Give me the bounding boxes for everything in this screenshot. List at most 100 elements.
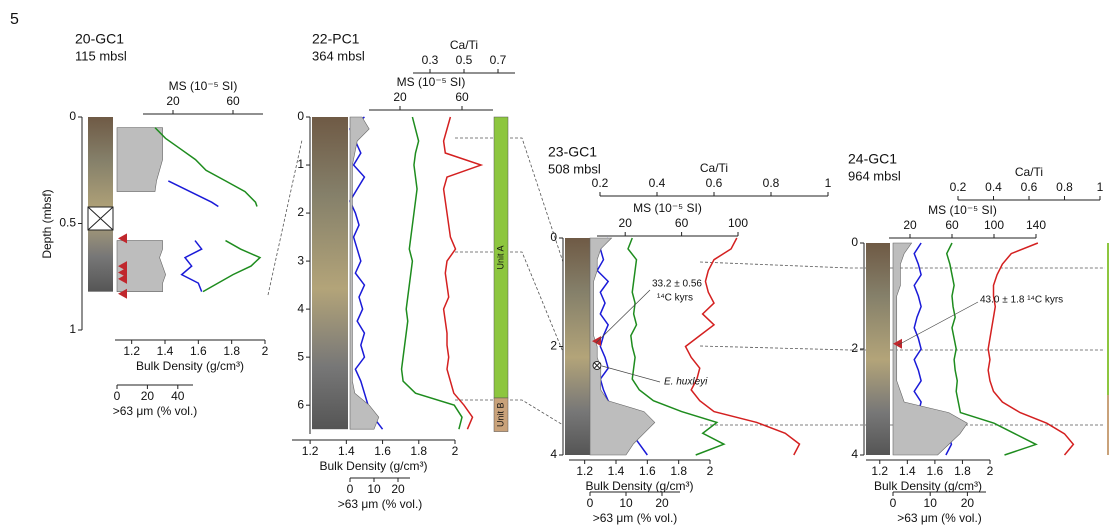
depth-tick-label: 3 (297, 253, 304, 267)
value-tick-label: 60 (945, 218, 959, 232)
annotation-leader (897, 301, 979, 346)
value-axis-title: MS (10⁻⁵ SI) (169, 79, 238, 93)
unit-label: Unit A (495, 245, 505, 269)
grain-size-area (349, 116, 380, 430)
grain-size-area (116, 127, 166, 292)
panel-subtitle: 364 mbsl (312, 48, 365, 63)
value-tick-label: 140 (1026, 218, 1046, 232)
value-tick-label: 0.2 (950, 180, 967, 194)
value-tick-label: 1.2 (576, 464, 593, 478)
value-tick-label: 0.7 (490, 53, 507, 67)
panel-subtitle: 115 mbsl (75, 48, 127, 63)
correlation-line (699, 261, 1105, 269)
log-curve (442, 116, 484, 430)
value-tick-label: 0 (890, 496, 897, 510)
log-curve (987, 242, 1075, 456)
value-tick-label: 1.2 (123, 344, 140, 358)
depth-tick-label: 0 (851, 235, 858, 249)
value-tick-label: 100 (984, 218, 1004, 232)
value-tick-label: 2 (262, 344, 269, 358)
core-image (565, 238, 590, 455)
value-axis-title: MS (10⁻⁵ SI) (928, 203, 997, 217)
log-curve (154, 127, 262, 293)
value-tick-label: 0 (347, 482, 354, 496)
depth-tick-label: 4 (550, 447, 557, 461)
depth-tick-label: 0 (297, 109, 304, 123)
value-tick-label: 1.2 (871, 464, 888, 478)
value-tick-label: 1.6 (639, 464, 656, 478)
value-axis-title: MS (10⁻⁵ SI) (397, 75, 466, 89)
value-tick-label: 1.8 (410, 444, 427, 458)
value-axis-title: >63 μm (% vol.) (113, 404, 198, 418)
depth-tick-label: 2 (297, 205, 304, 219)
value-tick-label: 0.2 (592, 176, 609, 190)
grain-size-area (892, 242, 968, 456)
value-tick-label: 1.8 (670, 464, 687, 478)
value-tick-label: 0.6 (1021, 180, 1038, 194)
depth-tick-label: 5 (297, 349, 304, 363)
correlation-line (455, 251, 564, 353)
value-tick-label: 1.4 (338, 444, 355, 458)
core-image (312, 117, 348, 430)
value-tick-label: 0.5 (456, 53, 473, 67)
value-tick-label: 1.4 (157, 344, 174, 358)
value-axis-title: Bulk Density (g/cm³) (319, 459, 427, 473)
correlation-line (455, 137, 564, 263)
value-tick-label: 0.8 (763, 176, 780, 190)
depth-tick-label: 0.5 (59, 216, 76, 230)
depth-tick-label: 1 (69, 322, 76, 336)
depth-tick-label: 4 (297, 301, 304, 315)
annotation: 33.2 ± 0.56 (652, 279, 702, 290)
correlation-line (455, 399, 564, 426)
value-axis-title: Ca/Ti (1015, 165, 1043, 179)
value-tick-label: 20 (619, 216, 633, 230)
value-tick-label: 0 (114, 389, 121, 403)
value-tick-label: 1.6 (927, 464, 944, 478)
depth-tick-label: 2 (851, 341, 858, 355)
value-tick-label: 1 (1097, 180, 1104, 194)
value-tick-label: 20 (903, 218, 917, 232)
value-tick-label: 20 (391, 482, 405, 496)
depth-tick-label: 1 (297, 157, 304, 171)
value-axis-title: MS (10⁻⁵ SI) (633, 201, 702, 215)
sample-triangle (118, 233, 127, 244)
sample-triangle (118, 273, 127, 284)
value-axis-title: >63 μm (% vol.) (593, 511, 678, 525)
depth-tick-label: 4 (851, 447, 858, 461)
value-axis-title: Bulk Density (g/cm³) (136, 359, 244, 373)
sample-cross (592, 360, 602, 370)
core-image (866, 243, 890, 455)
value-tick-label: 0.4 (649, 176, 666, 190)
cross-lines (593, 362, 601, 369)
value-tick-label: 20 (393, 90, 407, 104)
value-tick-label: 2 (452, 444, 459, 458)
value-tick-label: 1.6 (374, 444, 391, 458)
value-tick-label: 0.4 (985, 180, 1002, 194)
value-tick-label: 1.8 (223, 344, 240, 358)
value-tick-label: 0.8 (1056, 180, 1073, 194)
depth-tick-label: 6 (297, 397, 304, 411)
value-tick-label: 1 (825, 176, 832, 190)
log-curve (168, 180, 219, 292)
value-tick-label: 2 (707, 464, 714, 478)
value-tick-label: 60 (455, 90, 469, 104)
value-tick-label: 0.3 (422, 53, 439, 67)
annotation: 43.0 ± 1.8 ¹⁴C kyrs (980, 295, 1063, 306)
value-tick-label: 60 (675, 216, 689, 230)
annotation: E. huxleyi (664, 377, 708, 388)
log-curve (400, 116, 463, 430)
unit-label: Unit B (495, 403, 505, 428)
value-tick-label: 0.6 (706, 176, 723, 190)
grain-size-area (589, 237, 656, 456)
value-tick-label: 60 (226, 94, 240, 108)
correlation-lines (267, 137, 1109, 455)
correlation-line (699, 345, 1105, 351)
unit-bar (493, 397, 509, 432)
value-tick-label: 10 (619, 496, 633, 510)
sample-triangle (118, 288, 127, 299)
value-tick-label: 1.4 (608, 464, 625, 478)
panel-subtitle: 964 mbsl (848, 168, 901, 183)
figure-label: 5 (10, 11, 19, 28)
panel-subtitle: 508 mbsl (548, 161, 601, 176)
